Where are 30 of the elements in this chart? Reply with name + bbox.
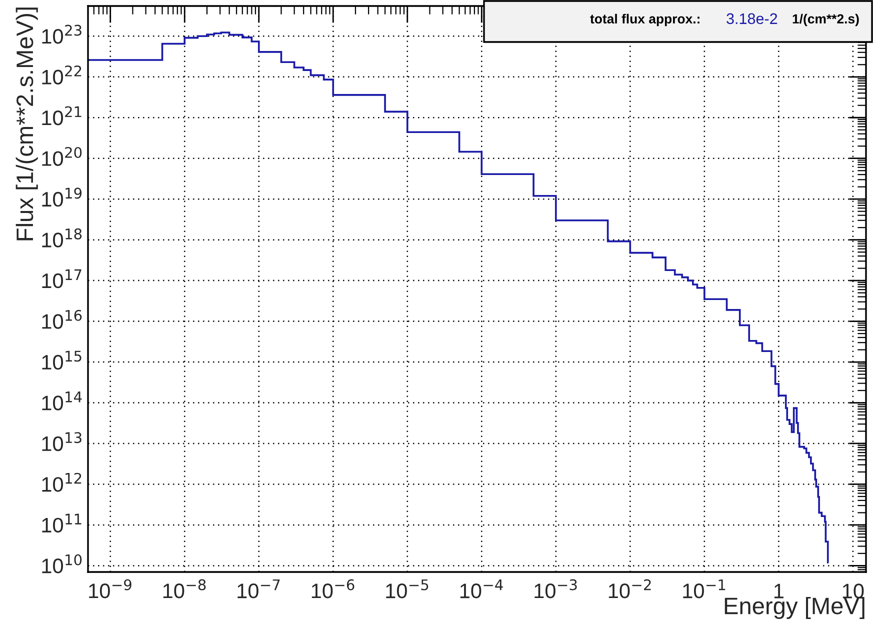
y-tick-label: 10$^{12}$	[42, 472, 82, 492]
x-tick-label: 10$^{−7}$	[238, 579, 280, 598]
y-tick-label: 10$^{19}$	[42, 188, 82, 207]
y-tick-label: 10$^{21}$	[42, 106, 82, 126]
x-tick-label: 10$^{−6}$	[312, 579, 354, 598]
y-tick-label: 10$^{10}$	[42, 554, 82, 574]
y-tick-label: 10$^{11}$	[42, 514, 82, 533]
y-tick-label: 10$^{14}$	[42, 392, 82, 410]
annotation: 3.18e-2	[726, 13, 778, 24]
y-axis-title: Flux [1/(cm**2.s.MeV)]	[16, 8, 38, 240]
x-tick-label: 10$^{−8}$	[163, 579, 206, 598]
x-tick-label: 10$^{−2}$	[608, 579, 651, 598]
x-tick-label: 10	[842, 584, 864, 598]
x-tick-label: 10$^{−3}$	[534, 579, 577, 598]
annotation: 1/(cm**2.s)	[792, 14, 859, 26]
y-tick-label: 10$^{13}$	[42, 432, 82, 452]
y-tick-label: 10$^{23}$	[42, 24, 82, 44]
y-tick-label: 10$^{16}$	[42, 310, 82, 329]
x-tick-label: 10$^{−9}$	[89, 579, 132, 598]
y-tick-label: 10$^{18}$	[42, 228, 82, 248]
x-tick-label: 10$^{−5}$	[386, 579, 428, 598]
y-tick-label: 10$^{15}$	[42, 350, 82, 370]
x-axis-title: Energy [MeV]	[724, 596, 864, 619]
annotation: total flux approx.:	[590, 14, 700, 26]
y-tick-label: 10$^{17}$	[42, 269, 82, 288]
y-tick-label: 10$^{22}$	[42, 65, 82, 84]
y-tick-label: 10$^{20}$	[42, 146, 82, 166]
x-tick-label: 10$^{−4}$	[460, 579, 503, 598]
x-tick-label: 1	[774, 584, 784, 598]
x-tick-label: 10$^{−1}$	[683, 579, 726, 598]
